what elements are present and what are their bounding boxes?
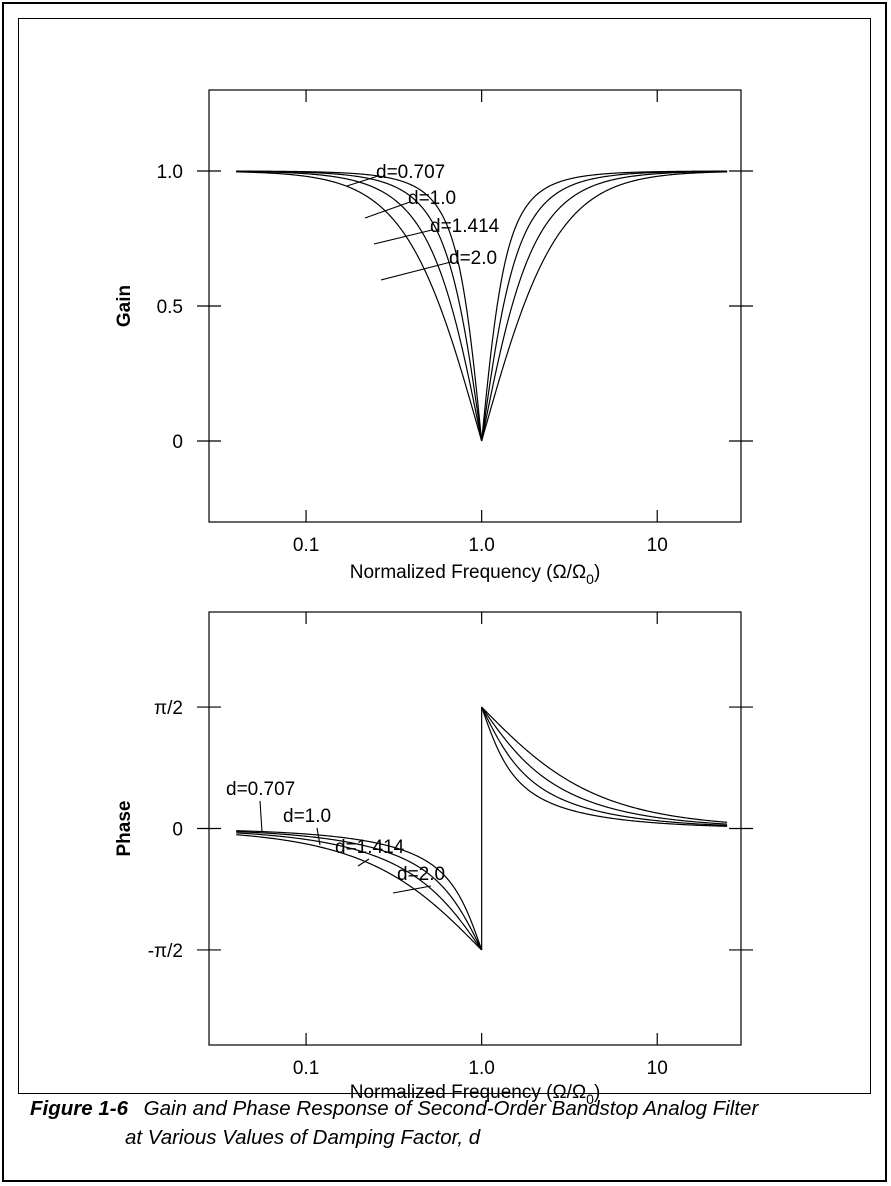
caption-text-line1: Gain and Phase Response of Second-Order … bbox=[143, 1097, 759, 1120]
series-line-d-1-0-low bbox=[236, 831, 483, 951]
x-axis-label: Normalized Frequency (Ω/Ω0) bbox=[350, 562, 601, 587]
series-label: d=0.707 bbox=[376, 162, 445, 183]
y-tick-label: 0 bbox=[172, 432, 183, 453]
series-leader-line bbox=[380, 261, 452, 281]
y-tick-label: π/2 bbox=[154, 698, 183, 719]
series-label: d=2.0 bbox=[449, 248, 497, 269]
figure-caption: Figure 1-6 Gain and Phase Response of Se… bbox=[30, 1094, 875, 1152]
series-line-d-2-0-low bbox=[236, 834, 483, 951]
series-line-d-1-414-low bbox=[236, 170, 483, 442]
series-leader-line bbox=[392, 885, 432, 894]
series-leader-line bbox=[259, 800, 263, 833]
series-line-d-2-0-high bbox=[481, 706, 728, 823]
series-line-d-0-707-low bbox=[236, 830, 483, 951]
series-line-d-0-707-high bbox=[481, 706, 728, 827]
series-label: d=2.0 bbox=[397, 864, 445, 885]
series-label: d=1.0 bbox=[408, 188, 456, 209]
series-line-d-0-707-low bbox=[236, 170, 483, 442]
figure-panel bbox=[18, 18, 871, 1094]
y-tick-label: -π/2 bbox=[148, 941, 183, 962]
series-leader-line bbox=[373, 229, 433, 245]
x-tick-label: 10 bbox=[647, 535, 668, 556]
series-leader-line bbox=[346, 175, 379, 187]
series-label: d=0.707 bbox=[226, 779, 295, 800]
y-tick-label: 1.0 bbox=[157, 162, 183, 183]
x-tick-label: 1.0 bbox=[468, 1058, 494, 1079]
series-label: d=1.414 bbox=[430, 216, 500, 237]
x-tick-label: 0.1 bbox=[293, 535, 319, 556]
series-leader-line bbox=[316, 827, 321, 846]
x-tick-label: 0.1 bbox=[293, 1058, 319, 1079]
series-line-d-1-414-high bbox=[481, 706, 728, 825]
plot-frame bbox=[208, 611, 742, 1046]
plot-frame bbox=[208, 89, 742, 523]
caption-text-line2: at Various Values of Damping Factor, d bbox=[125, 1126, 481, 1149]
x-tick-label: 1.0 bbox=[468, 535, 494, 556]
y-axis-label: Phase bbox=[114, 801, 135, 857]
x-axis-label: Normalized Frequency (Ω/Ω0) bbox=[350, 1082, 601, 1107]
series-line-d-1-0-low bbox=[236, 170, 483, 442]
caption-label: Figure 1-6 bbox=[30, 1097, 128, 1120]
series-line-d-1-0-high bbox=[481, 706, 728, 826]
series-leader-line bbox=[357, 858, 370, 867]
series-line-d-0-707-high bbox=[481, 170, 728, 442]
gain-chart: 0.1 1.0 10 0 0.5 1.0 Normalized Frequency (Ω/Ω… bbox=[114, 89, 753, 587]
y-tick-label: 0 bbox=[172, 820, 183, 841]
phase-chart: 0.1 1.0 10 -π/2 0 π/2 Normalized Frequency (Ω/… bbox=[114, 611, 753, 1107]
y-axis-label: Gain bbox=[114, 285, 135, 327]
series-line-d-1-414-low bbox=[236, 832, 483, 951]
series-line-d-2-0-low bbox=[236, 171, 483, 442]
series-leader-line bbox=[364, 201, 411, 219]
series-line-d-1-414-high bbox=[481, 170, 728, 442]
y-tick-label: 0.5 bbox=[157, 297, 183, 318]
series-label: d=1.0 bbox=[283, 806, 331, 827]
series-label: d=1.414 bbox=[335, 837, 405, 858]
x-tick-label: 10 bbox=[647, 1058, 668, 1079]
series-line-d-1-0-high bbox=[481, 170, 728, 442]
series-line-d-2-0-high bbox=[481, 171, 728, 442]
